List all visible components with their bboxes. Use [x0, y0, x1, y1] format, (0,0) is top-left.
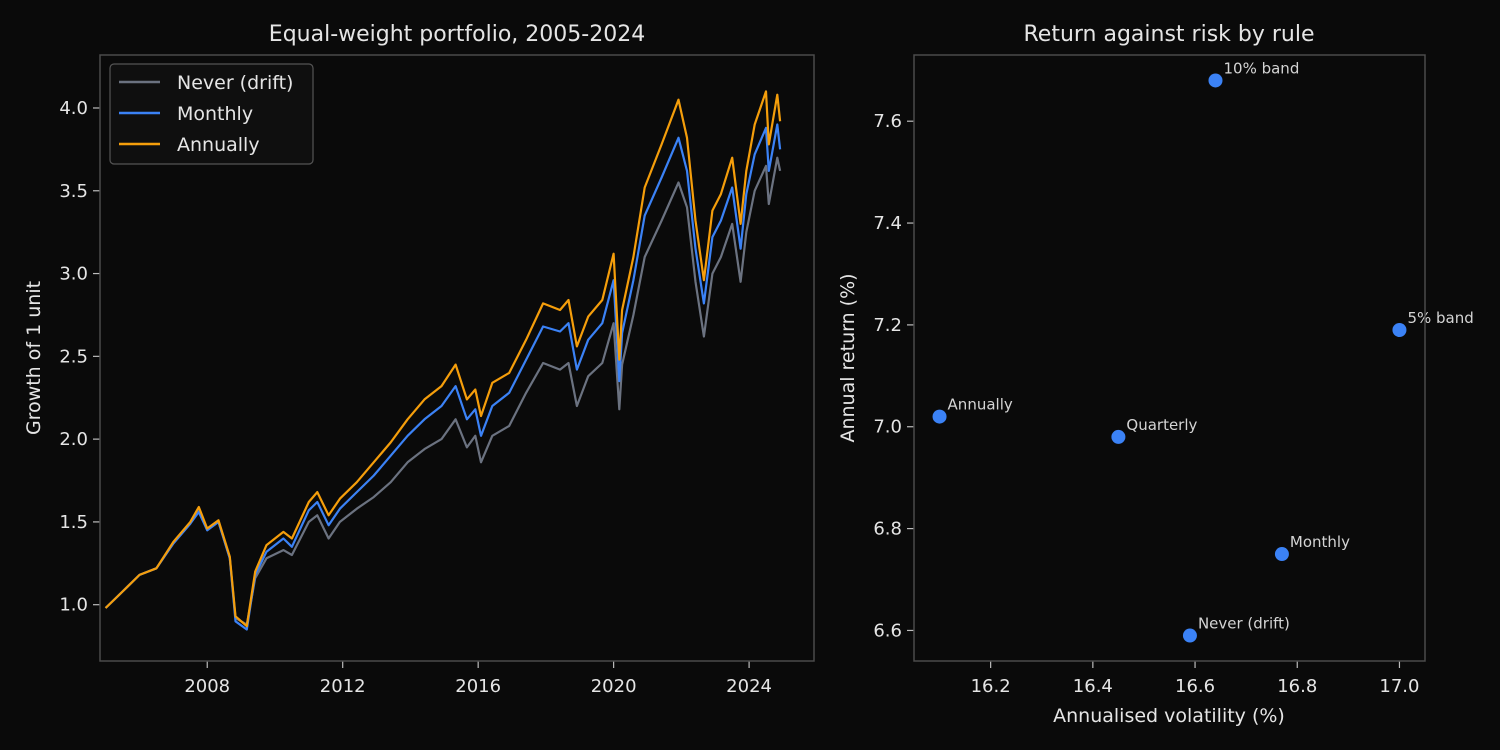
growth-chart-x-ticks: 2008 2012 2016 2020 2024: [184, 661, 772, 697]
legend-box: [109, 63, 314, 165]
y-tick-label: 7.6: [873, 111, 902, 132]
x-tick-label: 16.8: [1277, 676, 1317, 697]
y-tick-label: 6.6: [873, 620, 902, 641]
risk-return-chart-points: Never (drift) Monthly Quarterly Annually 5% …: [932, 59, 1474, 643]
risk-return-chart-x-ticks: 16.2 16.4 16.6 16.8 17.0: [971, 661, 1419, 697]
risk-return-chart-title: Return against risk by rule: [1023, 22, 1314, 47]
y-tick-label: 1.5: [59, 512, 88, 533]
risk-return-chart-xlabel: Annualised volatility (%): [1053, 705, 1285, 727]
scatter-point: [1111, 429, 1126, 444]
x-tick-label: 16.2: [971, 676, 1011, 697]
point-label: 10% band: [1223, 59, 1299, 77]
x-tick-label: 2012: [320, 676, 366, 697]
x-tick-label: 16.6: [1175, 676, 1215, 697]
growth-chart-frame: [99, 54, 815, 662]
point-label: Quarterly: [1126, 416, 1197, 434]
scatter-point: [1208, 73, 1223, 88]
y-tick-label: 3.0: [59, 264, 88, 285]
x-tick-label: 17.0: [1379, 676, 1419, 697]
point-label: Never (drift): [1198, 615, 1290, 633]
scatter-point: [932, 409, 947, 424]
y-tick-label: 4.0: [59, 98, 88, 119]
legend-label-never: Never (drift): [177, 72, 293, 94]
scatter-point: [1274, 547, 1289, 562]
growth-chart: Equal-weight portfolio, 2005-2024 Growth…: [23, 22, 815, 697]
series-line-annually: [104, 90, 782, 628]
scatter-point: [1182, 628, 1197, 643]
point-label: 5% band: [1407, 309, 1473, 327]
growth-chart-series: [104, 90, 782, 631]
risk-return-chart-frame: [913, 54, 1426, 662]
growth-chart-y-ticks: 1.0 1.5 2.0 2.5 3.0 3.5 4.0: [59, 98, 100, 616]
y-tick-label: 2.5: [59, 346, 88, 367]
y-tick-label: 2.0: [59, 429, 88, 450]
scatter-point: [1392, 322, 1407, 337]
legend-label-annually: Annually: [177, 134, 260, 156]
risk-return-chart-ylabel: Annual return (%): [837, 273, 859, 442]
x-tick-label: 2020: [591, 676, 637, 697]
y-tick-label: 6.8: [873, 519, 902, 540]
point-label: Monthly: [1290, 533, 1350, 551]
growth-chart-legend: Never (drift) Monthly Annually: [109, 63, 314, 165]
y-tick-label: 1.0: [59, 595, 88, 616]
growth-chart-title: Equal-weight portfolio, 2005-2024: [269, 22, 645, 47]
legend-label-monthly: Monthly: [177, 103, 253, 125]
x-tick-label: 2008: [184, 676, 230, 697]
x-tick-label: 2024: [726, 676, 772, 697]
y-tick-label: 3.5: [59, 181, 88, 202]
risk-return-chart-y-ticks: 6.6 6.8 7.0 7.2 7.4 7.6: [873, 111, 914, 641]
growth-chart-ylabel: Growth of 1 unit: [23, 281, 45, 435]
risk-return-chart: Return against risk by rule Annual retur…: [837, 22, 1474, 727]
y-tick-label: 7.4: [873, 213, 902, 234]
point-label: Annually: [948, 396, 1013, 414]
x-tick-label: 2016: [455, 676, 501, 697]
y-tick-label: 7.0: [873, 417, 902, 438]
y-tick-label: 7.2: [873, 315, 902, 336]
x-tick-label: 16.4: [1073, 676, 1113, 697]
